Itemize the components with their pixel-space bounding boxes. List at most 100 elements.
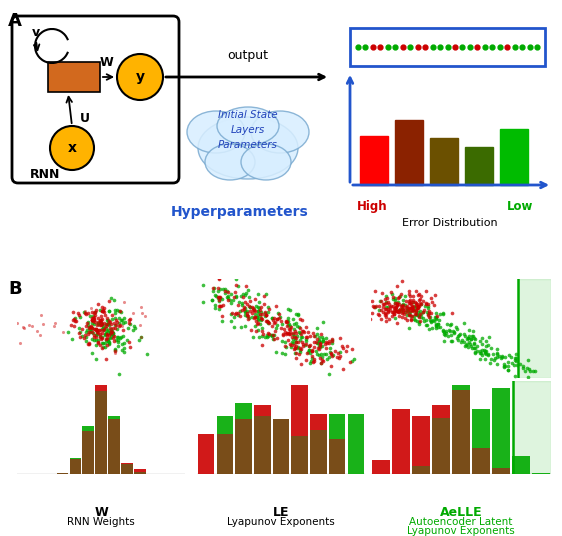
- Bar: [310, 414, 327, 430]
- Point: [414, 302, 423, 310]
- Point: [419, 306, 428, 315]
- Point: [93, 339, 102, 347]
- Point: [253, 319, 262, 327]
- Point: [282, 330, 291, 338]
- Point: [289, 325, 298, 333]
- Point: [239, 304, 248, 313]
- Point: [447, 331, 456, 340]
- Point: [439, 327, 448, 336]
- Point: [484, 340, 493, 349]
- Point: [264, 318, 273, 326]
- Point: [112, 332, 121, 341]
- Point: [388, 311, 397, 320]
- Point: [413, 303, 422, 312]
- Point: [99, 325, 108, 333]
- Point: [466, 335, 475, 344]
- Point: [257, 332, 266, 340]
- Point: [208, 295, 217, 304]
- Point: [67, 334, 76, 343]
- Point: [391, 306, 400, 314]
- Bar: [310, 430, 327, 474]
- Point: [105, 339, 114, 347]
- Point: [106, 294, 115, 302]
- Point: [451, 323, 460, 332]
- Point: [460, 330, 469, 339]
- Bar: [83, 431, 94, 474]
- Point: [97, 317, 106, 326]
- Point: [95, 321, 104, 330]
- Point: [119, 348, 128, 356]
- Point: [473, 347, 482, 355]
- Point: [475, 355, 484, 364]
- Point: [396, 307, 405, 315]
- Point: [274, 310, 283, 319]
- Text: Error Distribution: Error Distribution: [402, 218, 498, 228]
- Point: [450, 329, 459, 338]
- Point: [94, 319, 103, 328]
- Bar: [329, 438, 346, 474]
- Point: [388, 308, 397, 317]
- Point: [267, 313, 276, 322]
- Point: [80, 309, 89, 317]
- Point: [104, 337, 113, 346]
- Point: [301, 337, 310, 345]
- Point: [125, 343, 134, 352]
- Point: [282, 316, 291, 325]
- Point: [493, 353, 502, 362]
- Point: [296, 348, 305, 356]
- Point: [92, 326, 101, 334]
- Point: [320, 339, 329, 348]
- Point: [294, 338, 303, 347]
- Point: [523, 363, 532, 372]
- Point: [253, 307, 262, 315]
- Point: [382, 305, 391, 314]
- Point: [264, 319, 273, 327]
- Point: [454, 336, 463, 344]
- Point: [292, 329, 301, 338]
- Point: [119, 326, 128, 334]
- Point: [97, 316, 106, 324]
- Point: [289, 345, 298, 354]
- Point: [398, 308, 407, 317]
- Point: [19, 322, 28, 331]
- Point: [84, 330, 93, 338]
- Point: [129, 309, 138, 317]
- Point: [465, 326, 474, 334]
- Point: [214, 284, 223, 293]
- Point: [103, 320, 112, 329]
- Point: [86, 312, 95, 321]
- Point: [395, 312, 404, 321]
- Point: [298, 340, 307, 348]
- Point: [289, 329, 298, 338]
- Point: [6, 329, 15, 337]
- Point: [103, 318, 112, 327]
- Point: [357, 309, 366, 318]
- Point: [305, 359, 314, 367]
- Point: [75, 324, 84, 332]
- Point: [305, 342, 314, 351]
- Point: [504, 358, 513, 367]
- Point: [405, 308, 414, 316]
- Point: [263, 303, 272, 311]
- Circle shape: [117, 54, 163, 100]
- Point: [281, 342, 290, 351]
- Point: [120, 344, 129, 352]
- Point: [262, 331, 271, 339]
- Point: [413, 311, 422, 319]
- Point: [255, 304, 264, 312]
- Point: [415, 296, 424, 304]
- Point: [104, 321, 113, 329]
- Point: [292, 338, 301, 347]
- Point: [97, 312, 106, 321]
- Point: [107, 330, 116, 338]
- Point: [244, 313, 253, 322]
- Point: [248, 303, 257, 311]
- Point: [306, 331, 315, 340]
- Point: [107, 325, 116, 334]
- Point: [98, 343, 107, 351]
- Point: [302, 356, 311, 364]
- Point: [89, 329, 98, 337]
- Point: [136, 321, 145, 329]
- Point: [413, 311, 422, 319]
- Point: [98, 334, 107, 343]
